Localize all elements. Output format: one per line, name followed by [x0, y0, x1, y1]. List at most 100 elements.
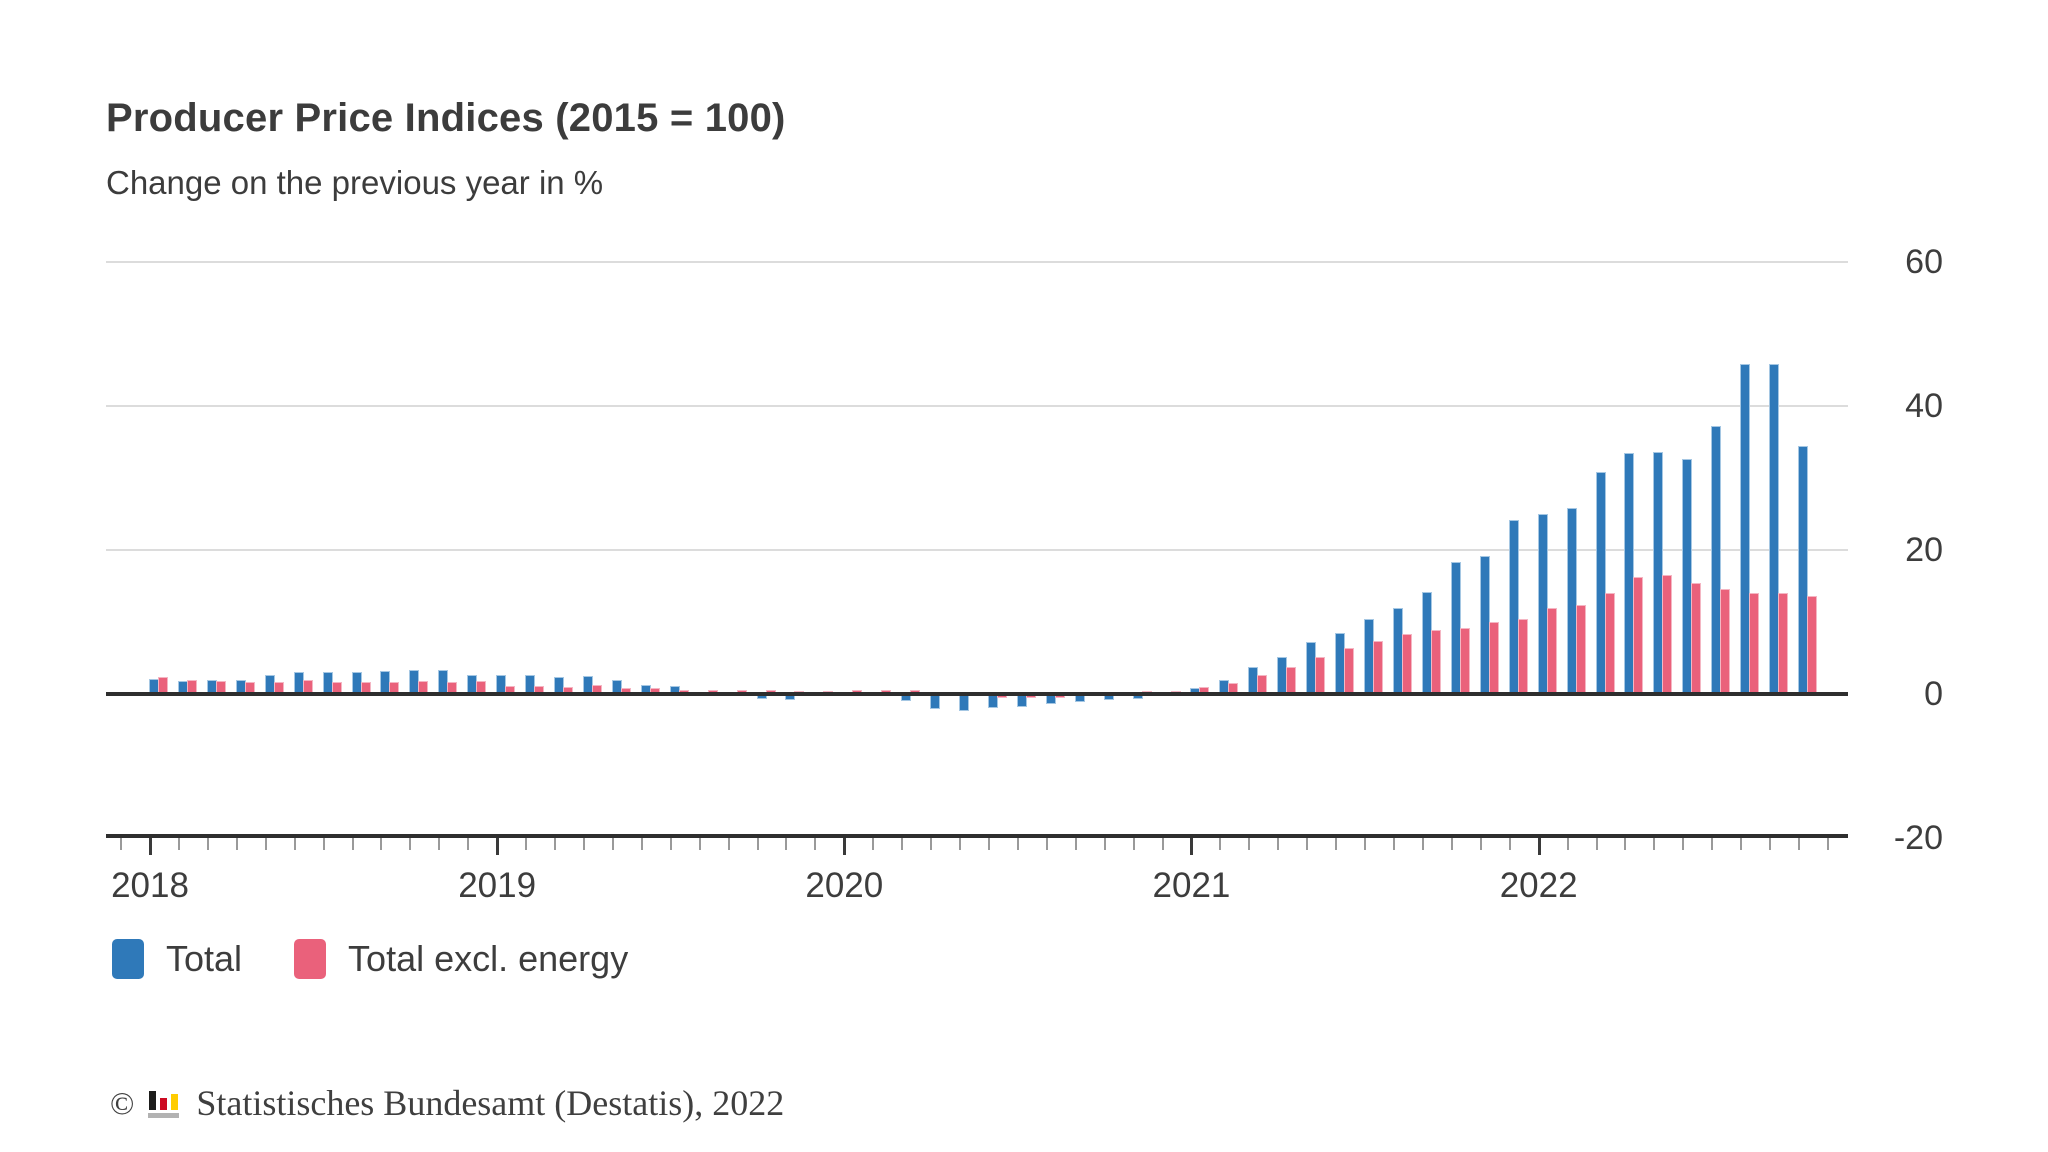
bar-total-excl-energy: [1373, 640, 1384, 695]
x-tick-month: [1219, 838, 1222, 850]
x-tick-month: [814, 838, 817, 850]
bar-total: [930, 694, 941, 709]
x-tick-month: [322, 838, 325, 850]
x-tick-month: [756, 838, 759, 850]
x-tick-month: [987, 838, 990, 850]
x-tick-month: [293, 838, 296, 850]
x-axis-year-label: 2019: [458, 866, 537, 905]
x-axis-year-label: 2022: [1499, 866, 1578, 905]
x-tick-month: [640, 838, 643, 850]
x-tick-month: [1826, 838, 1829, 850]
y-axis-label: -20: [1893, 819, 1943, 857]
x-axis-year-label: 2020: [805, 866, 884, 905]
legend: Total Total excl. energy: [112, 938, 628, 980]
gridline-20: [106, 549, 1848, 551]
legend-swatch-total: [112, 939, 144, 979]
x-tick-month: [235, 838, 238, 850]
x-tick-month: [1595, 838, 1598, 850]
bar-total-excl-energy: [1575, 604, 1586, 695]
bar-total-excl-energy: [1199, 686, 1210, 695]
destatis-barchart-icon: [148, 1091, 180, 1118]
bar-total-excl-energy: [591, 685, 602, 696]
x-tick-month: [1624, 838, 1627, 850]
bar-total: [1798, 445, 1808, 695]
x-tick-month: [1277, 838, 1280, 850]
bar-total-excl-energy: [1662, 575, 1673, 696]
bar-total-excl-energy: [158, 677, 168, 696]
chart-subtitle: Change on the previous year in %: [106, 164, 604, 201]
bar-total-excl-energy: [1344, 647, 1355, 695]
bar-total-excl-energy: [620, 688, 631, 696]
legend-item-total[interactable]: Total: [112, 938, 242, 980]
bar-total-excl-energy: [1401, 634, 1412, 696]
x-tick-month: [1392, 838, 1395, 850]
x-tick-month: [1421, 838, 1424, 850]
x-tick-month: [1045, 838, 1048, 850]
bar-total: [1653, 452, 1664, 696]
bar-total-excl-energy: [1720, 588, 1731, 695]
x-tick-month: [380, 838, 383, 850]
bar-total-excl-energy: [1315, 656, 1326, 695]
x-tick-year: [1190, 838, 1194, 855]
x-tick-month: [409, 838, 412, 850]
bar-total: [1566, 507, 1577, 695]
bar-total: [1595, 471, 1606, 695]
x-tick-month: [1566, 838, 1569, 850]
x-axis-line: [106, 834, 1848, 838]
source-attribution: © Statistisches Bundesamt (Destatis), 20…: [110, 1082, 784, 1124]
x-tick-month: [1740, 838, 1743, 850]
bar-total: [1508, 519, 1519, 695]
x-tick-month: [698, 838, 701, 850]
bar-total: [1132, 694, 1143, 699]
bar-total-excl-energy: [534, 686, 545, 696]
x-tick-month: [1335, 838, 1338, 850]
y-axis-label: 0: [1924, 675, 1943, 713]
bar-total: [496, 675, 507, 696]
chart-title: Producer Price Indices (2015 = 100): [106, 96, 786, 140]
bar-total-excl-energy: [1430, 629, 1441, 695]
bar-total-excl-energy: [1778, 593, 1789, 696]
legend-item-excl-energy[interactable]: Total excl. energy: [294, 938, 628, 980]
x-tick-month: [1769, 838, 1772, 850]
x-tick-month: [1132, 838, 1135, 850]
x-tick-month: [1074, 838, 1077, 850]
bar-total-excl-energy: [331, 681, 342, 695]
bar-total-excl-energy: [418, 681, 429, 696]
bar-total: [1740, 364, 1751, 696]
gridline-40: [106, 405, 1848, 407]
bar-total: [1624, 452, 1635, 695]
x-tick-year: [496, 838, 500, 855]
bar-total-excl-energy: [1459, 627, 1470, 695]
x-tick-month: [1248, 838, 1251, 850]
bar-total-excl-energy: [649, 687, 660, 695]
x-tick-month: [351, 838, 354, 850]
x-tick-month: [1798, 838, 1800, 850]
bar-total-excl-energy: [186, 679, 197, 695]
x-tick-month: [1508, 838, 1511, 850]
bar-total-excl-energy: [1054, 694, 1065, 698]
x-tick-month: [1711, 838, 1714, 850]
x-tick-month: [1103, 838, 1106, 850]
bar-total: [1769, 364, 1780, 696]
x-tick-month: [901, 838, 904, 850]
bar-total: [1682, 458, 1693, 695]
x-tick-month: [727, 838, 730, 850]
x-tick-month: [264, 838, 267, 850]
bar-total: [959, 694, 970, 711]
source-text: Statistisches Bundesamt (Destatis), 2022: [196, 1083, 785, 1123]
bar-total-excl-energy: [244, 682, 255, 696]
legend-label-total: Total: [166, 938, 243, 979]
bar-total-excl-energy: [1604, 593, 1615, 696]
zero-axis-line: [106, 692, 1848, 696]
bar-total-excl-energy: [1517, 619, 1528, 696]
x-tick-month: [1016, 838, 1019, 850]
x-tick-month: [120, 838, 123, 850]
bar-total-excl-energy: [389, 682, 400, 696]
x-tick-year: [149, 838, 152, 855]
x-tick-month: [525, 838, 528, 850]
x-tick-month: [611, 838, 614, 850]
x-tick-month: [467, 838, 470, 850]
x-tick-month: [959, 838, 962, 850]
bar-total-excl-energy: [447, 681, 458, 695]
x-tick-month: [1653, 838, 1656, 850]
